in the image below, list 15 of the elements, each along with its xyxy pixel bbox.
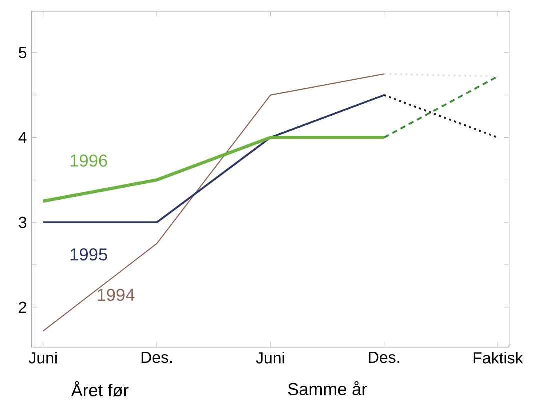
series-label: 1996	[70, 154, 108, 167]
line-series	[42, 74, 385, 332]
series-label: 1995	[70, 248, 108, 261]
x-tick-label: Juni	[256, 352, 284, 364]
y-tick-label: 3	[19, 216, 27, 228]
series-label: 1994	[98, 288, 135, 302]
text: Samme år	[288, 381, 368, 396]
x-tick-label: Des.	[369, 352, 400, 364]
text: Året før	[71, 381, 129, 397]
x-tick-label: Des.	[142, 352, 172, 364]
y-tick-label: 2	[19, 302, 26, 314]
x-tick-label: Juni	[28, 352, 57, 364]
y-tick-label: 5	[19, 47, 27, 58]
y-tick-label: 4	[18, 132, 27, 144]
x-tick-label: Faktisk	[474, 352, 524, 364]
